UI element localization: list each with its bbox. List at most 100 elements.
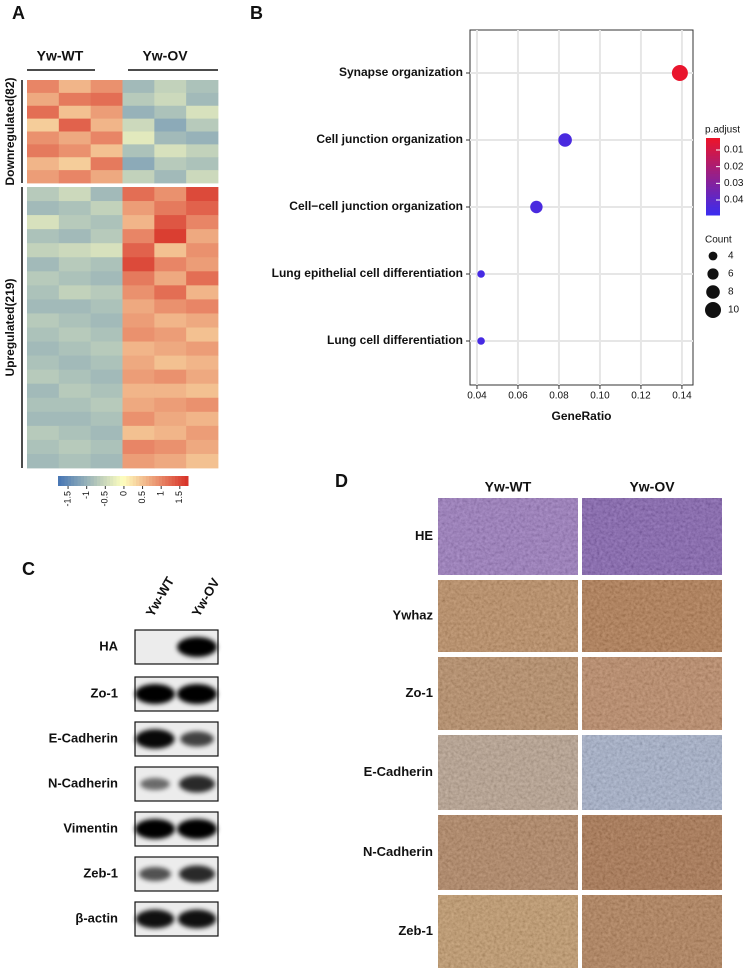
- heatmap-cell: [90, 369, 123, 385]
- heatmap-cell: [186, 355, 219, 371]
- heatmap-cell: [122, 411, 155, 427]
- heatmap-cell: [186, 201, 219, 216]
- legend-title: Count: [705, 235, 732, 246]
- blot-label: Zeb-1: [83, 865, 118, 880]
- heatmap-cell: [122, 201, 155, 216]
- x-tick-label: 0.06: [508, 391, 528, 402]
- colorbar-step: [84, 476, 88, 486]
- colorbar-step: [706, 145, 720, 149]
- colorbar-step: [103, 476, 108, 486]
- ihc-column-label: Yw-WT: [485, 479, 532, 495]
- heatmap-cell: [122, 215, 155, 230]
- heatmap-cell: [154, 105, 187, 120]
- ihc-row-label: HE: [415, 528, 433, 543]
- ihc-texture: [582, 498, 722, 575]
- heatmap-cell: [122, 425, 155, 441]
- heatmap-cell: [122, 383, 155, 399]
- heatmap-cell: [90, 229, 123, 244]
- heatmap-cell: [154, 453, 187, 469]
- heatmap-cell: [58, 397, 92, 413]
- x-tick-label: 0.14: [672, 391, 692, 402]
- colorbar-tick-label: 0.03: [724, 178, 744, 189]
- blot-label: HA: [99, 638, 118, 653]
- heatmap-cell: [122, 257, 155, 272]
- colorbar-tick-label: -0.5: [100, 491, 110, 507]
- colorbar-step: [706, 209, 720, 213]
- heatmap-cell: [122, 170, 155, 184]
- heatmap-cell: [27, 383, 60, 399]
- heatmap-cell: [27, 105, 60, 120]
- heatmap-cell: [154, 170, 187, 184]
- heatmap-cell: [186, 215, 219, 230]
- heatmap-cell: [154, 144, 187, 158]
- legend-dot: [706, 285, 720, 299]
- heatmap-cell: [58, 383, 92, 399]
- heatmap-cell: [58, 271, 92, 286]
- band: [135, 819, 175, 839]
- colorbar-step: [178, 476, 182, 486]
- heatmap-cell: [27, 170, 60, 184]
- colorbar-step: [706, 194, 720, 198]
- heatmap-cell: [58, 157, 92, 171]
- blot-label: Vimentin: [63, 820, 118, 835]
- blot-label: E-Cadherin: [49, 730, 118, 745]
- x-axis-title: GeneRatio: [551, 409, 611, 423]
- heatmap-cell: [154, 187, 187, 202]
- band: [140, 777, 170, 791]
- heatmap-cell: [27, 299, 60, 314]
- heatmap-cell: [90, 170, 123, 184]
- heatmap-cell: [90, 118, 123, 132]
- colorbar-tick-label: 0.01: [724, 145, 744, 156]
- heatmap-cell: [122, 271, 155, 286]
- band: [179, 775, 215, 793]
- colorbar-step: [706, 173, 720, 177]
- heatmap-cell: [58, 285, 92, 300]
- heatmap-cell: [186, 397, 219, 413]
- band: [177, 819, 217, 839]
- heatmap-cell: [122, 144, 155, 158]
- heatmap-cell: [154, 327, 187, 342]
- heatmap-cell: [58, 453, 92, 469]
- heatmap-cell: [58, 439, 92, 455]
- heatmap-cell: [186, 453, 219, 469]
- heatmap-cell: [90, 383, 123, 399]
- heatmap-cell: [90, 355, 123, 371]
- colorbar-step: [165, 476, 169, 486]
- heatmap-cell: [122, 397, 155, 413]
- heatmap-cell: [27, 369, 60, 385]
- ihc-texture: [582, 580, 722, 652]
- x-tick-label: 0.08: [549, 391, 569, 402]
- heatmap-cell: [122, 369, 155, 385]
- panel-label: D: [335, 471, 348, 491]
- heatmap-cell: [186, 341, 219, 356]
- y-tick-label: Lung epithelial cell differentiation: [272, 266, 463, 280]
- colorbar-tick-label: -1.5: [62, 491, 72, 507]
- colorbar-step: [61, 476, 65, 486]
- heatmap-cell: [186, 229, 219, 244]
- band: [139, 867, 171, 881]
- ihc-row-label: E-Cadherin: [364, 764, 433, 779]
- colorbar-step: [139, 476, 143, 486]
- heatmap-cell: [154, 271, 187, 286]
- band: [177, 684, 217, 704]
- colorbar-step: [706, 181, 720, 185]
- heatmap-cell: [90, 285, 123, 300]
- blot-label: Zo-1: [91, 685, 118, 700]
- heatmap-cell: [186, 187, 219, 202]
- heatmap-cell: [154, 439, 187, 455]
- colorbar-step: [136, 476, 140, 486]
- ihc-texture: [438, 735, 578, 810]
- heatmap-cell: [27, 355, 60, 371]
- colorbar-step: [97, 476, 101, 486]
- colorbar-step: [706, 179, 720, 183]
- heatmap-cell: [90, 341, 123, 356]
- heatmap-cell: [27, 285, 60, 300]
- blot-label: β-actin: [75, 910, 118, 925]
- heatmap-cell: [27, 341, 60, 356]
- colorbar-step: [706, 189, 720, 193]
- heatmap-cell: [27, 327, 60, 342]
- heatmap-cell: [186, 299, 219, 314]
- heatmap-cell: [90, 201, 123, 216]
- legend-dot: [708, 251, 718, 261]
- heatmap-cell: [122, 118, 155, 132]
